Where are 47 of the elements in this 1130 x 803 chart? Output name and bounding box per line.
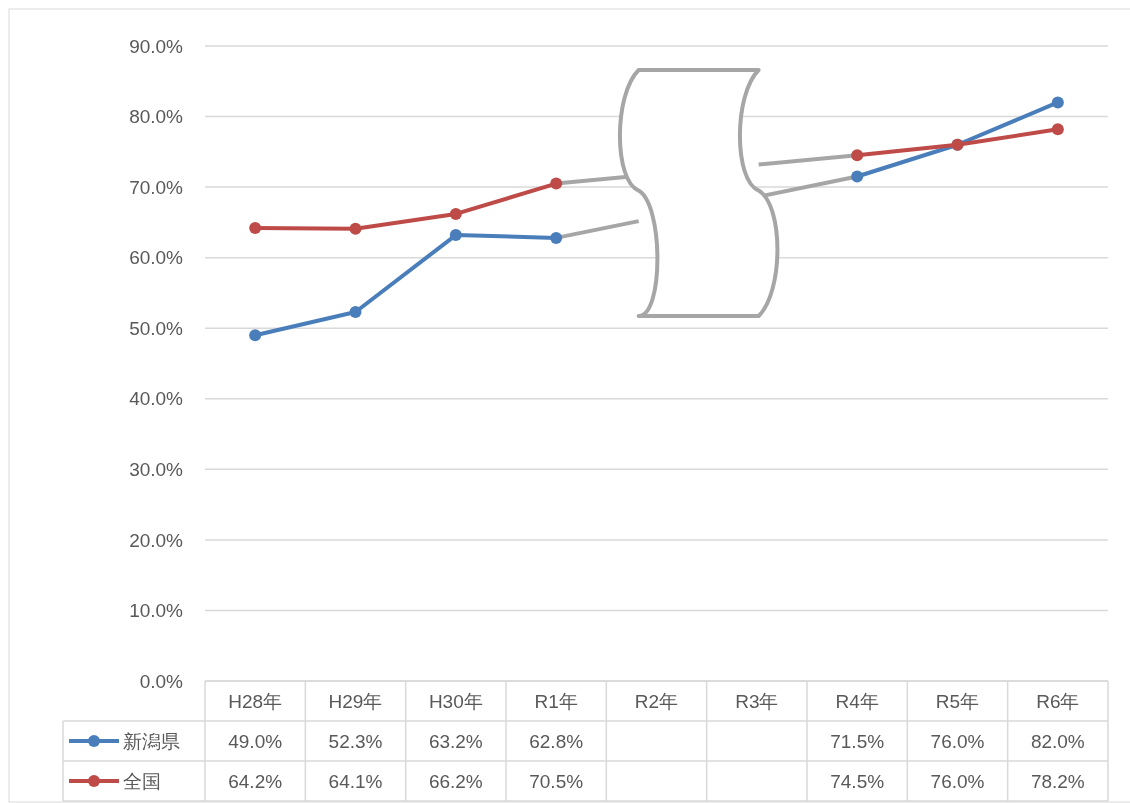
point	[1051, 123, 1064, 136]
x-tick-label: R5年	[935, 690, 980, 712]
data-label: 74.5%	[830, 770, 885, 792]
data-label: 70.5%	[529, 770, 584, 792]
point	[1051, 96, 1064, 109]
point	[449, 229, 462, 242]
data-label: 76.0%	[930, 730, 985, 752]
x-tick-label: R2年	[634, 690, 679, 712]
y-tick-label: 50.0%	[129, 317, 184, 339]
point	[550, 231, 563, 244]
x-tick-label: H29年	[328, 690, 383, 712]
data-label: 71.5%	[830, 730, 885, 752]
y-tick-label: 90.0%	[129, 35, 184, 57]
y-tick-label: 0.0%	[139, 670, 184, 692]
x-tick-label: R6年	[1036, 690, 1080, 712]
legend-label: 新潟県	[123, 730, 180, 752]
data-label: 63.2%	[428, 730, 483, 752]
point	[249, 222, 262, 235]
y-tick-label: 70.0%	[129, 176, 184, 198]
data-label: 64.1%	[328, 770, 383, 792]
y-tick-label: 60.0%	[129, 247, 184, 269]
data-label: 52.3%	[328, 730, 383, 752]
point	[851, 170, 864, 183]
x-tick-label: H30年	[428, 690, 483, 712]
data-label: 49.0%	[228, 730, 283, 752]
point	[349, 305, 362, 318]
y-tick-label: 20.0%	[129, 529, 184, 551]
x-tick-label: R1年	[534, 690, 578, 712]
point	[851, 149, 864, 162]
data-label: 62.8%	[529, 730, 584, 752]
data-label: 78.2%	[1030, 770, 1085, 792]
data-label: 66.2%	[428, 770, 483, 792]
x-tick-label: R4年	[835, 690, 879, 712]
point	[249, 329, 262, 342]
data-label: 64.2%	[228, 770, 283, 792]
data-label: 76.0%	[930, 770, 985, 792]
y-tick-label: 40.0%	[129, 388, 184, 410]
point	[550, 177, 563, 190]
data-label: 82.0%	[1030, 730, 1085, 752]
y-tick-label: 10.0%	[129, 600, 184, 622]
x-tick-label: H28年	[228, 690, 283, 712]
point	[349, 222, 362, 235]
x-tick-label: R3年	[735, 690, 779, 712]
point	[449, 207, 462, 220]
legend-label: 全国	[123, 770, 161, 792]
y-tick-label: 80.0%	[129, 106, 184, 128]
y-tick-label: 30.0%	[129, 458, 184, 480]
